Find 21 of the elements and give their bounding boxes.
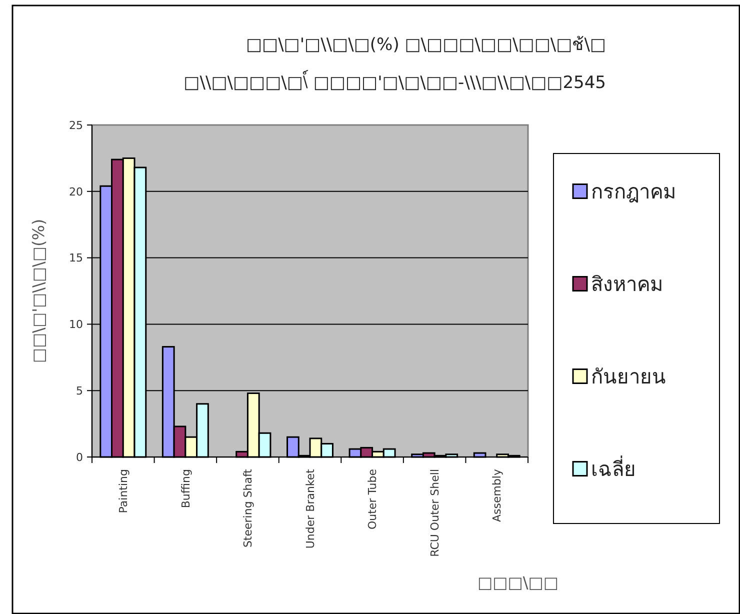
y-tick-label: 15 xyxy=(69,252,83,265)
x-tick-label: Assembly xyxy=(490,468,504,522)
y-axis-title: □□\□'□\\□\□(%) xyxy=(29,218,48,364)
chart-title: □□\□'□\\□\□(%) □\□□□\□□\□□\□ช้\□ xyxy=(246,35,606,55)
y-tick-label: 10 xyxy=(69,318,83,332)
x-tick-label: RCU Outer Shell xyxy=(428,469,442,557)
legend-label: สิงหาคม xyxy=(591,272,663,296)
y-tick-label: 25 xyxy=(69,118,83,132)
legend-label: กรกฎาคม xyxy=(591,179,676,204)
y-tick-label: 0 xyxy=(76,450,83,464)
legend-label: เฉลี่ย xyxy=(591,454,636,481)
y-tick-label: 20 xyxy=(69,185,83,198)
x-axis-title: □□□\□□ xyxy=(478,573,558,592)
x-tick-label: Steering Shaft xyxy=(242,468,255,548)
x-tick-label: Outer Tube xyxy=(366,468,380,530)
y-tick-label: 5 xyxy=(76,384,83,398)
x-tick-label: Under Branket xyxy=(304,468,317,549)
x-tick-label: Buffing xyxy=(179,469,192,508)
legend-label: กันยายน xyxy=(591,364,666,388)
x-tick-label: Painting xyxy=(116,469,130,514)
chart-subtitle: □\\□\□□□\□\์ □□□□'□\□\□□-\\\□\\□\□□2545 xyxy=(184,70,606,93)
